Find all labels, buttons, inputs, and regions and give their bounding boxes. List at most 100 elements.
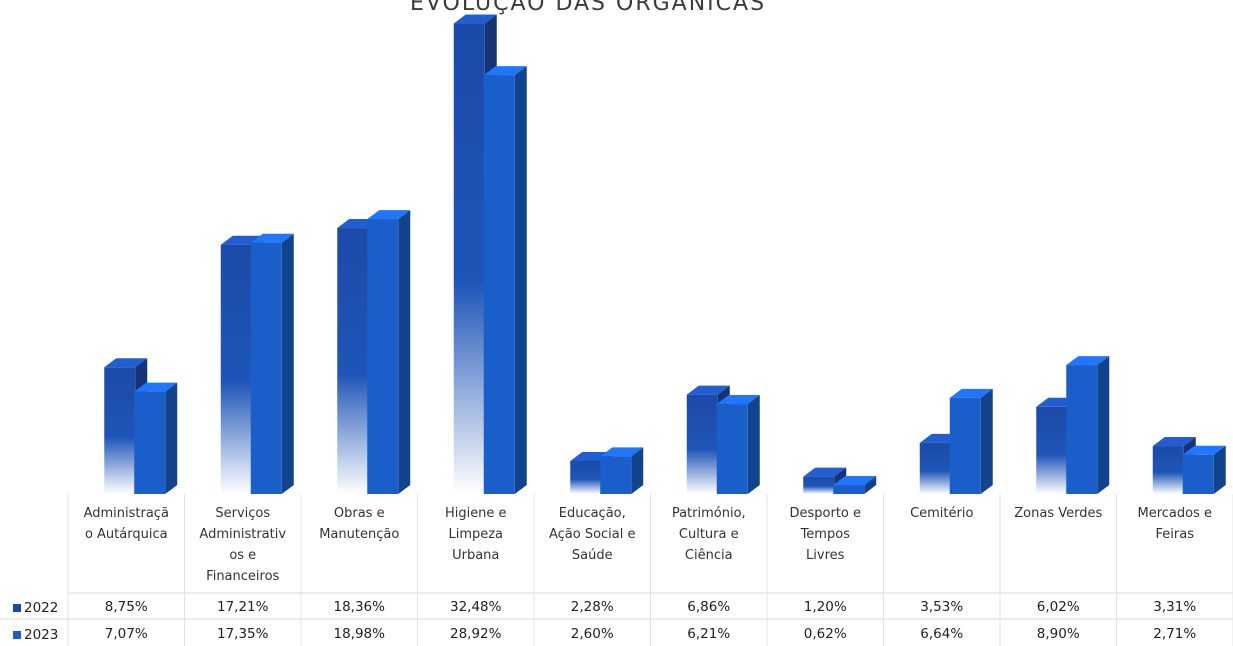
data-label-2022: 17,21%	[217, 599, 269, 615]
bar-top	[250, 233, 294, 243]
bar-2023-7	[833, 476, 877, 494]
data-label-2022: 32,48%	[450, 599, 502, 615]
data-label-2022: 6,86%	[687, 599, 730, 615]
category-label: Educação,	[559, 506, 626, 521]
category-label: Património,	[672, 506, 746, 521]
data-label-2022: 8,75%	[105, 599, 148, 615]
bar-top	[1182, 445, 1226, 455]
bar-top	[686, 385, 730, 395]
category-label: Administrativ	[199, 527, 286, 542]
bar-2022-10	[1152, 437, 1196, 494]
bar-side	[980, 388, 993, 494]
bar-2023-1	[134, 382, 178, 494]
bar-front	[134, 391, 166, 494]
bar-front	[919, 442, 951, 494]
bar-2023-10	[1182, 445, 1226, 494]
category-label: Feiras	[1156, 527, 1195, 542]
bar-2023-3	[367, 210, 411, 494]
bar-top	[833, 476, 877, 486]
category-label: Tempos	[800, 527, 851, 542]
category-label: Zonas Verdes	[1014, 506, 1102, 521]
data-label-2022: 2,28%	[571, 599, 614, 615]
bar-front	[483, 75, 515, 495]
category-label: Cultura e	[679, 527, 739, 542]
legend-label-2023: 2023	[24, 627, 58, 643]
category-label: Ação Social e	[549, 527, 636, 542]
bar-top	[949, 388, 993, 398]
data-label-2022: 18,36%	[334, 599, 386, 615]
bar-front	[570, 460, 602, 494]
data-label-2023: 2,60%	[571, 626, 614, 642]
category-label: Ciência	[685, 548, 733, 563]
bar-side	[864, 476, 877, 494]
bar-front	[833, 485, 865, 494]
category-label: Mercados e	[1138, 506, 1213, 521]
bar-front	[600, 456, 632, 494]
bar-side	[1097, 356, 1110, 494]
category-label: Obras e	[334, 506, 385, 521]
bar-side	[1213, 445, 1226, 494]
bar-front	[1066, 365, 1098, 494]
data-label-2023: 2,71%	[1153, 626, 1196, 642]
bar-top	[1152, 437, 1196, 447]
category-label: Financeiros	[206, 569, 279, 584]
bar-top	[483, 66, 527, 76]
category-label: Cemitério	[910, 506, 973, 521]
bar-front	[716, 404, 748, 494]
bar-side	[747, 395, 760, 494]
bar-2023-8	[949, 388, 993, 494]
data-label-2022: 6,02%	[1037, 599, 1080, 615]
category-label: o Autárquica	[85, 527, 168, 542]
chart-title: EVOLUÇÃO DAS ORGÂNICAS	[410, 0, 766, 16]
bar-front	[803, 476, 835, 494]
category-label: Administraçã	[84, 506, 169, 521]
bar-front	[1182, 454, 1214, 494]
category-label: Saúde	[572, 548, 613, 563]
bar-2023-9	[1066, 356, 1110, 494]
legend-swatch-2023	[13, 631, 21, 639]
bar-side	[281, 233, 294, 495]
data-label-2023: 8,90%	[1037, 626, 1080, 642]
bar-front	[220, 244, 252, 494]
bars	[104, 14, 1226, 495]
data-label-2023: 28,92%	[450, 626, 502, 642]
bar-front	[686, 394, 718, 494]
category-label: Desporto e	[789, 506, 861, 521]
legend-label-2022: 2022	[24, 600, 58, 616]
data-label-2023: 17,35%	[217, 626, 269, 642]
bar-front	[367, 219, 399, 494]
category-label: Manutenção	[319, 527, 399, 542]
bar-top	[1066, 356, 1110, 366]
bar-side	[514, 66, 527, 495]
data-table: 8,75% 7,07% 17,21% 17,35% 18,36% 18,98% 32,48%…	[0, 494, 1233, 646]
category-labels: Administraçã o Autárquica Serviços Administ…	[84, 506, 1212, 584]
category-label: Higiene e	[445, 506, 507, 521]
data-label-2023: 6,21%	[687, 626, 730, 642]
data-label-2023: 0,62%	[804, 626, 847, 642]
bar-front	[104, 367, 136, 494]
category-label: Limpeza	[448, 527, 503, 542]
bar-2023-5	[600, 447, 644, 494]
bar-side	[631, 447, 644, 494]
bar-front	[337, 228, 369, 495]
bar-top	[104, 358, 148, 368]
category-label: Livres	[806, 548, 845, 563]
bar-2023-2	[250, 233, 294, 495]
bar-side	[165, 382, 178, 494]
bar-top	[367, 210, 411, 220]
data-label-2023: 18,98%	[334, 626, 386, 642]
data-label-2022: 3,53%	[920, 599, 963, 615]
bar-top	[134, 382, 178, 392]
bar-2023-4	[483, 66, 527, 495]
data-label-2022: 1,20%	[804, 599, 847, 615]
bar-front	[1152, 446, 1184, 494]
bar-top	[803, 467, 847, 477]
category-label: Urbana	[452, 548, 499, 563]
data-label-2023: 6,64%	[920, 626, 963, 642]
bar-top	[716, 395, 760, 405]
bar-top	[600, 447, 644, 457]
legend-swatch-2022	[13, 604, 21, 612]
category-label: os e	[229, 548, 256, 563]
bar-front	[949, 397, 981, 494]
